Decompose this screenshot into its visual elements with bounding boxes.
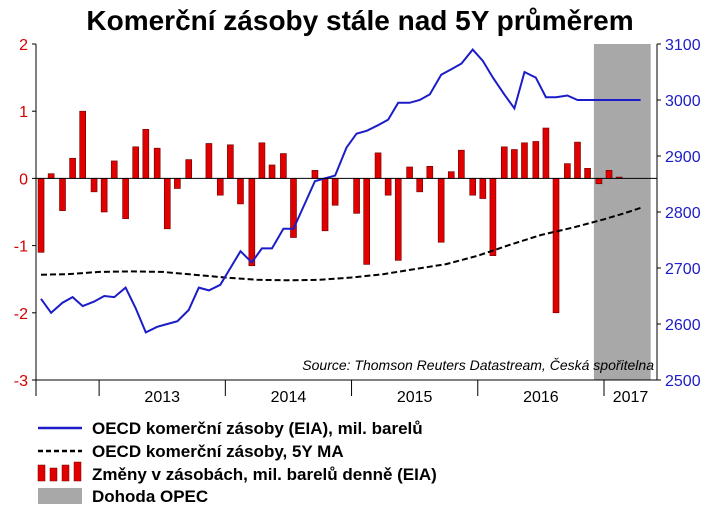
legend-swatch-changes (37, 461, 82, 482)
left-tick-label: 2 (19, 37, 28, 54)
left-tick-label: 1 (19, 104, 28, 121)
plot-area: 2 1 0 -1 -2 -3 3100 3000 2900 2800 2700 2600 2500 201… (14, 37, 701, 406)
chart-title: Komerční zásoby stále nad 5Y průměrem (86, 5, 633, 36)
change-bar (574, 141, 581, 179)
change-bar (205, 143, 213, 179)
change-bar (90, 178, 98, 193)
ma-line (40, 206, 643, 282)
x-tick-label: 2015 (397, 389, 433, 406)
opec-shading-layer (593, 44, 651, 380)
ma-line-layer (40, 206, 643, 282)
change-bar (142, 129, 150, 179)
change-bar (174, 178, 181, 189)
legend-item-changes: Změny v zásobách, mil. barelů denně (EIA… (37, 461, 437, 484)
change-bar (216, 178, 224, 196)
legend-item-ma: OECD komerční zásoby, 5Y MA (38, 442, 344, 461)
change-bar (280, 153, 287, 179)
change-bar (384, 178, 392, 196)
right-tick-label: 3100 (665, 37, 701, 54)
change-bar (552, 178, 560, 314)
x-tick-label: 2017 (613, 389, 649, 406)
change-bar (564, 163, 571, 179)
change-bar (37, 178, 45, 253)
change-bar (500, 146, 508, 179)
oecd-inventory-line (40, 48, 641, 334)
changes-bars (37, 110, 623, 314)
change-bar (426, 166, 434, 179)
change-bar (458, 149, 465, 179)
change-bar (79, 110, 87, 179)
change-bar (321, 178, 329, 232)
change-bar (447, 171, 455, 179)
legend-item-opec: Dohoda OPEC (38, 487, 208, 506)
change-bar (122, 178, 129, 220)
change-bar (185, 159, 193, 179)
change-bar (153, 147, 161, 179)
legend-swatch-opec (38, 488, 82, 504)
change-bar (394, 178, 402, 261)
left-tick-label: -2 (14, 306, 28, 323)
change-bar (584, 168, 591, 179)
change-bar (479, 178, 487, 199)
change-bar (595, 178, 603, 185)
change-bar (59, 178, 66, 211)
change-bar (605, 170, 613, 179)
change-bar (268, 164, 276, 179)
change-bar (363, 178, 370, 265)
change-bar (542, 127, 550, 179)
right-tick-label: 2800 (665, 205, 701, 222)
legend-label-changes: Změny v zásobách, mil. barelů denně (EIA… (92, 465, 437, 484)
change-bar (163, 178, 171, 230)
legend: OECD komerční zásoby (EIA), mil. barelů … (37, 419, 437, 506)
change-bar (416, 178, 424, 193)
legend-label-ma: OECD komerční zásoby, 5Y MA (92, 442, 344, 461)
left-tick-label: 0 (19, 171, 28, 188)
legend-label-oecd: OECD komerční zásoby (EIA), mil. barelů (92, 419, 423, 438)
change-bar (311, 170, 319, 179)
change-bar (532, 141, 540, 179)
change-bar (511, 149, 518, 179)
right-tick-label: 2900 (665, 149, 701, 166)
right-tick-label: 2500 (665, 373, 701, 390)
left-tick-label: -1 (14, 239, 28, 256)
change-bar (374, 152, 382, 179)
change-bar (406, 166, 413, 179)
change-bar (237, 178, 244, 205)
legend-item-oecd: OECD komerční zásoby (EIA), mil. barelů (38, 419, 423, 438)
x-tick-label: 2016 (523, 389, 559, 406)
change-bar (353, 178, 360, 214)
change-bar (521, 142, 528, 179)
source-note: Source: Thomson Reuters Datastream, Česk… (302, 357, 654, 373)
change-bar (47, 173, 55, 179)
change-bar (258, 142, 266, 179)
change-bar (437, 178, 445, 243)
change-bar (489, 178, 497, 256)
change-bar (331, 178, 339, 206)
legend-label-opec: Dohoda OPEC (92, 487, 208, 506)
change-bar (227, 144, 234, 179)
change-bar (132, 146, 140, 179)
change-bar (248, 178, 256, 267)
x-tick-label: 2014 (271, 389, 307, 406)
right-tick-label: 3000 (665, 93, 701, 110)
change-bar (469, 178, 477, 196)
change-bar (110, 160, 118, 179)
left-tick-label: -3 (14, 373, 28, 390)
axes: 2 1 0 -1 -2 -3 3100 3000 2900 2800 2700 2600 2500 201… (14, 37, 701, 406)
right-tick-label: 2600 (665, 317, 701, 334)
oecd-line-layer (40, 48, 641, 334)
change-bar (100, 178, 108, 213)
opec-shading (593, 44, 651, 380)
x-tick-label: 2013 (144, 389, 180, 406)
right-tick-label: 2700 (665, 261, 701, 278)
change-bar (69, 157, 76, 179)
